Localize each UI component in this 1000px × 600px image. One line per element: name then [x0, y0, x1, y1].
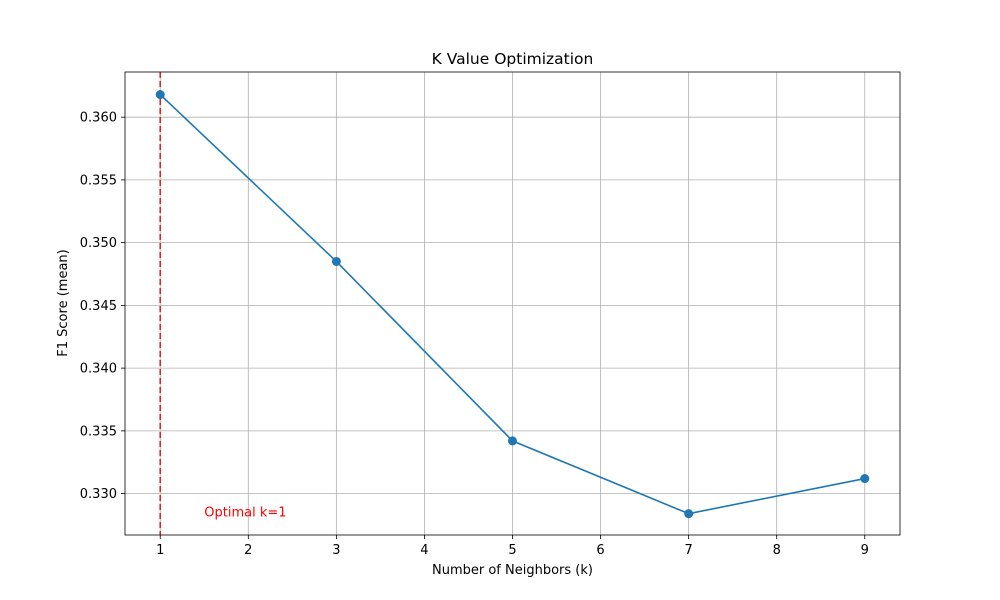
- y-tick-label: 0.355: [80, 173, 117, 188]
- data-point: [508, 436, 517, 446]
- x-tick-label: 8: [773, 543, 781, 558]
- x-tick-label: 4: [420, 543, 428, 558]
- y-tick-label: 0.330: [80, 487, 117, 502]
- y-tick-label: 0.360: [80, 111, 117, 126]
- x-axis-ticks: 1 2 3 4 5 6 7 8 9: [156, 535, 869, 558]
- optimal-k-annotation: Optimal k=1: [204, 505, 286, 520]
- y-axis-label: F1 Score (mean): [56, 249, 71, 356]
- x-tick-label: 5: [508, 543, 516, 558]
- x-tick-label: 1: [156, 543, 164, 558]
- y-axis-ticks: 0.330 0.335 0.340 0.345 0.350 0.355 0.360: [80, 111, 125, 502]
- x-tick-label: 9: [861, 543, 869, 558]
- y-tick-label: 0.345: [80, 299, 117, 314]
- y-tick-label: 0.335: [80, 424, 117, 439]
- f1-series: [155, 90, 870, 519]
- data-point: [860, 474, 870, 484]
- y-tick-label: 0.340: [80, 362, 117, 377]
- x-tick-label: 6: [596, 543, 604, 558]
- x-axis-label: Number of Neighbors (k): [432, 563, 593, 578]
- grid: [125, 72, 900, 535]
- x-tick-label: 2: [244, 543, 252, 558]
- data-point: [331, 256, 341, 266]
- data-point: [155, 90, 165, 100]
- x-tick-label: 3: [332, 543, 340, 558]
- x-tick-label: 7: [684, 543, 692, 558]
- y-tick-label: 0.350: [80, 236, 117, 251]
- data-point: [684, 509, 694, 519]
- chart-title: K Value Optimization: [432, 50, 594, 68]
